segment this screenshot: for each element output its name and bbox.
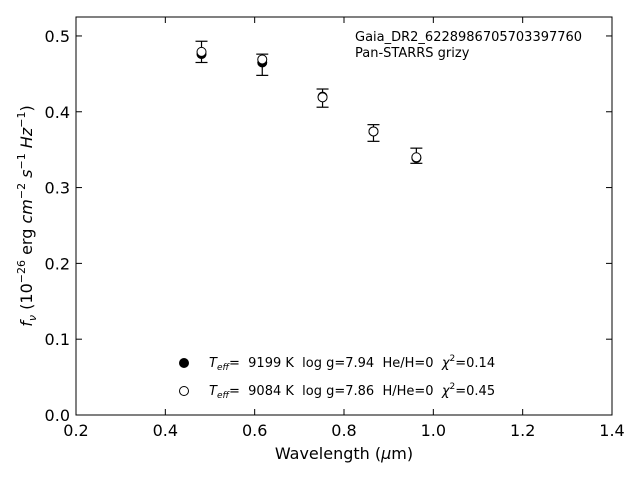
x-tick-label: 0.8 [331,421,356,440]
legend-entry-2: Teff= 9084 K log g=7.86 H/He=0 χ2=0.45 [209,382,495,401]
x-tick-label: 1.0 [421,421,446,440]
x-axis-label: Wavelength (μm) [275,444,413,463]
model-point-open [368,126,379,137]
y-axis-label: fν (10−26 erg cm−2 s−1 Hz−1) [15,105,39,326]
annotation-object-name: Gaia_DR2_6228986705703397760 [355,30,582,45]
y-tick-label: 0.2 [45,254,70,273]
y-tick-label: 0.3 [45,179,70,198]
y-tick-label: 0.5 [45,27,70,46]
x-tick-label: 0.4 [153,421,178,440]
model-point-open [257,54,268,65]
legend: Teff= 9199 K log g=7.94 He/H=0 χ2=0.14 T… [179,354,495,401]
annotation-survey: Pan-STARRS grizy [355,46,470,61]
y-tick-label: 0.4 [45,103,70,122]
legend-entry-1: Teff= 9199 K log g=7.94 He/H=0 χ2=0.14 [209,354,495,373]
model-point-open [411,152,422,163]
data-marks [195,40,423,164]
x-tick-label: 1.2 [510,421,535,440]
x-tick-label: 0.2 [63,421,88,440]
legend-marker-filled [179,358,189,368]
model-point-open [317,92,328,103]
y-tick-label: 0.0 [45,406,70,425]
y-tick-label: 0.1 [45,330,70,349]
model-point-open [196,46,207,57]
y-axis: 0.0 0.1 0.2 0.3 0.4 0.5 [45,27,612,425]
x-axis: 0.2 0.4 0.6 0.8 1.0 1.2 1.4 [63,17,625,440]
legend-marker-open [179,386,189,396]
x-tick-label: 1.4 [599,421,624,440]
x-tick-label: 0.6 [242,421,267,440]
